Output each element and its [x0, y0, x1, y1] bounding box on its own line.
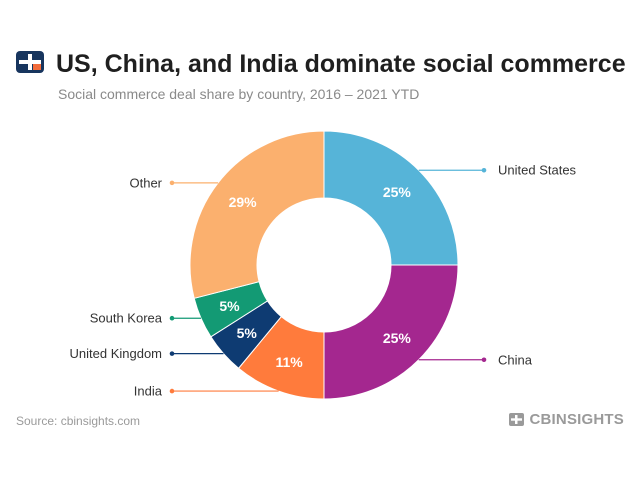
category-label-united-kingdom: United Kingdom	[70, 346, 163, 361]
slice-united-states	[323, 130, 459, 266]
leader-dot-other	[169, 180, 175, 186]
leader-dot-united-kingdom	[169, 351, 175, 356]
slice-other	[189, 130, 325, 299]
value-label-china: 25%	[383, 330, 412, 346]
value-label-south-korea: 5%	[219, 298, 240, 314]
category-label-india: India	[134, 384, 163, 399]
value-label-united-kingdom: 5%	[237, 325, 258, 341]
slice-china	[323, 264, 459, 400]
leader-dot-india	[169, 388, 175, 394]
value-label-united-states: 25%	[383, 184, 412, 200]
category-label-china: China	[498, 352, 533, 367]
cb-insights-logo-icon	[16, 51, 44, 73]
category-label-united-states: United States	[498, 163, 577, 178]
source-note: Source: cbinsights.com	[16, 414, 141, 428]
leader-dot-china	[481, 357, 487, 363]
category-label-other: Other	[129, 175, 162, 190]
chart-title: US, China, and India dominate social com…	[56, 50, 626, 78]
value-label-other: 29%	[229, 194, 258, 210]
chart-subtitle: Social commerce deal share by country, 2…	[58, 86, 420, 102]
value-label-india: 11%	[275, 354, 303, 370]
leader-dot-south-korea	[169, 315, 175, 321]
brand-name: CBINSIGHTS	[529, 411, 624, 428]
brand-logo: CBINSIGHTS	[509, 411, 624, 428]
leader-dot-united-states	[481, 167, 487, 173]
category-label-south-korea: South Korea	[90, 311, 163, 326]
cb-insights-brand-icon	[509, 413, 525, 426]
